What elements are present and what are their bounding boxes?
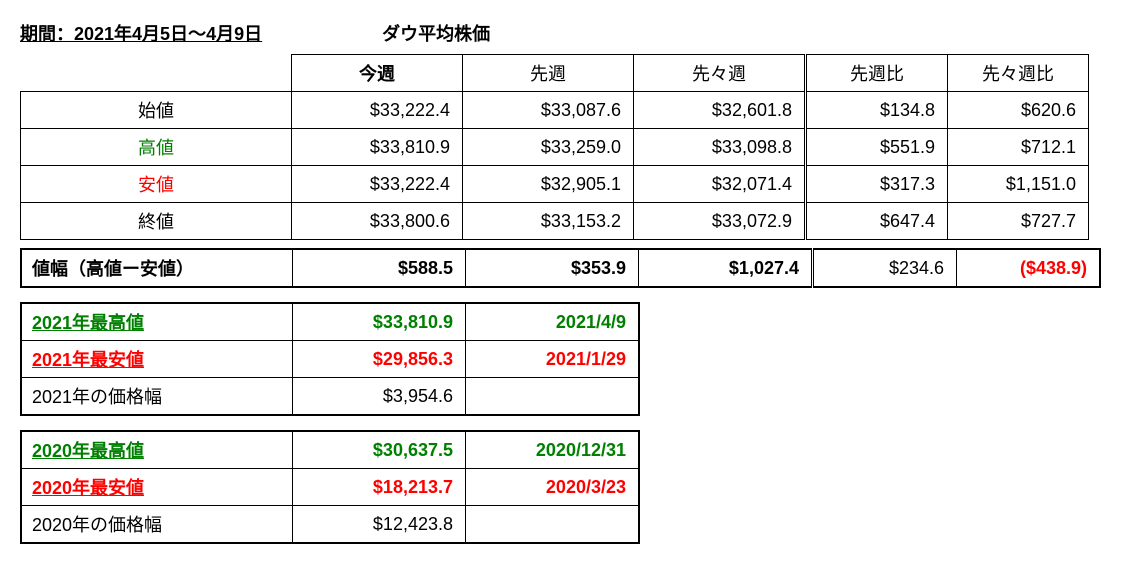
row-2020-range: 2020年の価格幅 $12,423.8 bbox=[21, 506, 639, 544]
range-diff2: ($438.9) bbox=[957, 249, 1101, 287]
open-diff2: $620.6 bbox=[948, 92, 1089, 129]
high-week: $33,810.9 bbox=[292, 129, 463, 166]
empty-2021 bbox=[466, 378, 640, 416]
close-diff2: $727.7 bbox=[948, 203, 1089, 240]
label-2020-high: 2020年最高値 bbox=[21, 431, 293, 469]
range-prev: $353.9 bbox=[466, 249, 639, 287]
label-2020-low: 2020年最安値 bbox=[21, 469, 293, 506]
high-diff1: $551.9 bbox=[806, 129, 948, 166]
row-2020-low: 2020年最安値 $18,213.7 2020/3/23 bbox=[21, 469, 639, 506]
label-range: 値幅（高値ー安値） bbox=[21, 249, 293, 287]
index-name: ダウ平均株価 bbox=[382, 20, 490, 46]
val-2021-range: $3,954.6 bbox=[293, 378, 466, 416]
open-prev: $33,087.6 bbox=[463, 92, 634, 129]
high-prev: $33,259.0 bbox=[463, 129, 634, 166]
row-low: 安値 $33,222.4 $32,905.1 $32,071.4 $317.3 … bbox=[21, 166, 1089, 203]
open-diff1: $134.8 bbox=[806, 92, 948, 129]
range-prev2: $1,027.4 bbox=[639, 249, 813, 287]
empty-2020 bbox=[466, 506, 640, 544]
row-2021-high: 2021年最高値 $33,810.9 2021/4/9 bbox=[21, 303, 639, 341]
label-low: 安値 bbox=[21, 166, 292, 203]
range-diff1: $234.6 bbox=[813, 249, 957, 287]
row-2020-high: 2020年最高値 $30,637.5 2020/12/31 bbox=[21, 431, 639, 469]
low-diff1: $317.3 bbox=[806, 166, 948, 203]
col-last-week: 先週 bbox=[463, 55, 634, 92]
date-2021-low: 2021/1/29 bbox=[466, 341, 640, 378]
table-header-row: 今週 先週 先々週 先週比 先々週比 bbox=[21, 55, 1089, 92]
col-two-weeks-ago: 先々週 bbox=[634, 55, 806, 92]
date-2021-high: 2021/4/9 bbox=[466, 303, 640, 341]
main-price-table: 今週 先週 先々週 先週比 先々週比 始値 $33,222.4 $33,087.… bbox=[20, 54, 1089, 248]
date-2020-low: 2020/3/23 bbox=[466, 469, 640, 506]
low-diff2: $1,151.0 bbox=[948, 166, 1089, 203]
close-week: $33,800.6 bbox=[292, 203, 463, 240]
year-2021-table: 2021年最高値 $33,810.9 2021/4/9 2021年最安値 $29… bbox=[20, 302, 640, 416]
header: 期間：2021年4月5日～4月9日 ダウ平均株価 bbox=[20, 20, 1103, 46]
label-2020-range: 2020年の価格幅 bbox=[21, 506, 293, 544]
col-diff-last: 先週比 bbox=[806, 55, 948, 92]
low-prev2: $32,071.4 bbox=[634, 166, 806, 203]
spacer-row bbox=[21, 240, 1089, 249]
row-close: 終値 $33,800.6 $33,153.2 $33,072.9 $647.4 … bbox=[21, 203, 1089, 240]
col-this-week: 今週 bbox=[292, 55, 463, 92]
row-high: 高値 $33,810.9 $33,259.0 $33,098.8 $551.9 … bbox=[21, 129, 1089, 166]
date-2020-high: 2020/12/31 bbox=[466, 431, 640, 469]
label-high: 高値 bbox=[21, 129, 292, 166]
label-2021-low: 2021年最安値 bbox=[21, 341, 293, 378]
val-2020-range: $12,423.8 bbox=[293, 506, 466, 544]
year-2020-table: 2020年最高値 $30,637.5 2020/12/31 2020年最安値 $… bbox=[20, 430, 640, 544]
val-2021-high: $33,810.9 bbox=[293, 303, 466, 341]
close-diff1: $647.4 bbox=[806, 203, 948, 240]
row-2021-low: 2021年最安値 $29,856.3 2021/1/29 bbox=[21, 341, 639, 378]
val-2020-low: $18,213.7 bbox=[293, 469, 466, 506]
open-week: $33,222.4 bbox=[292, 92, 463, 129]
col-diff-two: 先々週比 bbox=[948, 55, 1089, 92]
val-2021-low: $29,856.3 bbox=[293, 341, 466, 378]
close-prev2: $33,072.9 bbox=[634, 203, 806, 240]
close-prev: $33,153.2 bbox=[463, 203, 634, 240]
val-2020-high: $30,637.5 bbox=[293, 431, 466, 469]
row-2021-range: 2021年の価格幅 $3,954.6 bbox=[21, 378, 639, 416]
high-prev2: $33,098.8 bbox=[634, 129, 806, 166]
period-label: 期間：2021年4月5日～4月9日 bbox=[20, 20, 262, 46]
label-2021-high: 2021年最高値 bbox=[21, 303, 293, 341]
label-open: 始値 bbox=[21, 92, 292, 129]
open-prev2: $32,601.8 bbox=[634, 92, 806, 129]
label-2021-range: 2021年の価格幅 bbox=[21, 378, 293, 416]
low-prev: $32,905.1 bbox=[463, 166, 634, 203]
row-open: 始値 $33,222.4 $33,087.6 $32,601.8 $134.8 … bbox=[21, 92, 1089, 129]
high-diff2: $712.1 bbox=[948, 129, 1089, 166]
header-empty bbox=[21, 55, 292, 92]
low-week: $33,222.4 bbox=[292, 166, 463, 203]
range-week: $588.5 bbox=[293, 249, 466, 287]
range-table: 値幅（高値ー安値） $588.5 $353.9 $1,027.4 $234.6 … bbox=[20, 248, 1101, 288]
label-close: 終値 bbox=[21, 203, 292, 240]
row-range: 値幅（高値ー安値） $588.5 $353.9 $1,027.4 $234.6 … bbox=[21, 249, 1100, 287]
